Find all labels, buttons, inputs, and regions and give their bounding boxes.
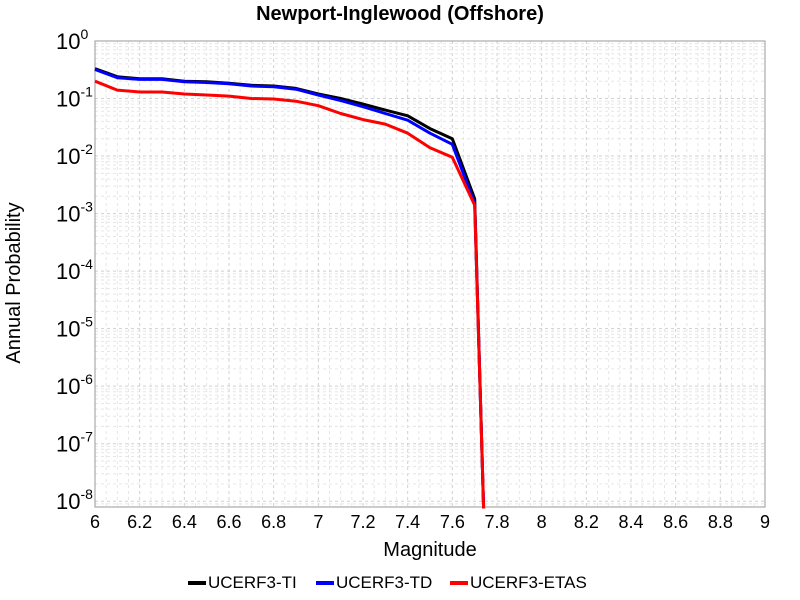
chart-title: Newport-Inglewood (Offshore) xyxy=(256,3,544,25)
x-tick-label: 8 xyxy=(537,512,547,532)
x-axis-tick-labels: 6 6.2 6.4 6.6 6.8 7 7.2 7.4 7.6 7.8 8 8.2 8.4 8.6 8.8 9 xyxy=(90,512,770,532)
x-tick-label: 8.6 xyxy=(663,512,688,532)
y-tick-label: 100 xyxy=(56,26,88,54)
x-tick-label: 6.4 xyxy=(172,512,197,532)
x-tick-label: 7.4 xyxy=(395,512,420,532)
x-tick-label: 9 xyxy=(760,512,770,532)
x-tick-label: 7.6 xyxy=(440,512,465,532)
series-line-ucerf3-etas xyxy=(94,79,486,509)
y-tick-label: 10-5 xyxy=(56,314,93,342)
plot-area-frame xyxy=(94,40,766,508)
x-tick-label: 6.8 xyxy=(261,512,286,532)
x-tick-label: 7 xyxy=(313,512,323,532)
series-line-ucerf3-td xyxy=(94,68,486,509)
y-tick-label: 10-1 xyxy=(56,84,93,112)
x-axis-label: Magnitude xyxy=(383,539,476,561)
x-tick-label: 7.2 xyxy=(350,512,375,532)
x-tick-label: 8.2 xyxy=(574,512,599,532)
y-axis-tick-labels: 100 10-1 10-2 10-3 10-4 10-5 10-6 10-7 10-8 xyxy=(56,26,93,514)
chart-legend: UCERF3-TI UCERF3-TD UCERF3-ETAS xyxy=(188,573,587,592)
legend-label: UCERF3-TD xyxy=(336,573,432,592)
legend-label: UCERF3-ETAS xyxy=(470,573,587,592)
x-tick-label: 7.8 xyxy=(484,512,509,532)
x-tick-label: 8.8 xyxy=(708,512,733,532)
legend-label: UCERF3-TI xyxy=(208,573,297,592)
x-tick-label: 6 xyxy=(90,512,100,532)
x-tick-label: 6.6 xyxy=(216,512,241,532)
y-tick-label: 10-2 xyxy=(56,141,93,169)
series-layer xyxy=(94,67,486,509)
y-tick-label: 10-7 xyxy=(56,429,93,457)
chart-grid xyxy=(94,41,766,508)
y-axis-label: Annual Probability xyxy=(3,202,25,363)
x-tick-label: 8.4 xyxy=(618,512,643,532)
y-tick-label: 10-8 xyxy=(56,486,93,514)
y-tick-label: 10-6 xyxy=(56,371,93,399)
y-tick-label: 10-4 xyxy=(56,256,93,284)
y-tick-label: 10-3 xyxy=(56,199,93,227)
x-tick-label: 6.2 xyxy=(127,512,152,532)
